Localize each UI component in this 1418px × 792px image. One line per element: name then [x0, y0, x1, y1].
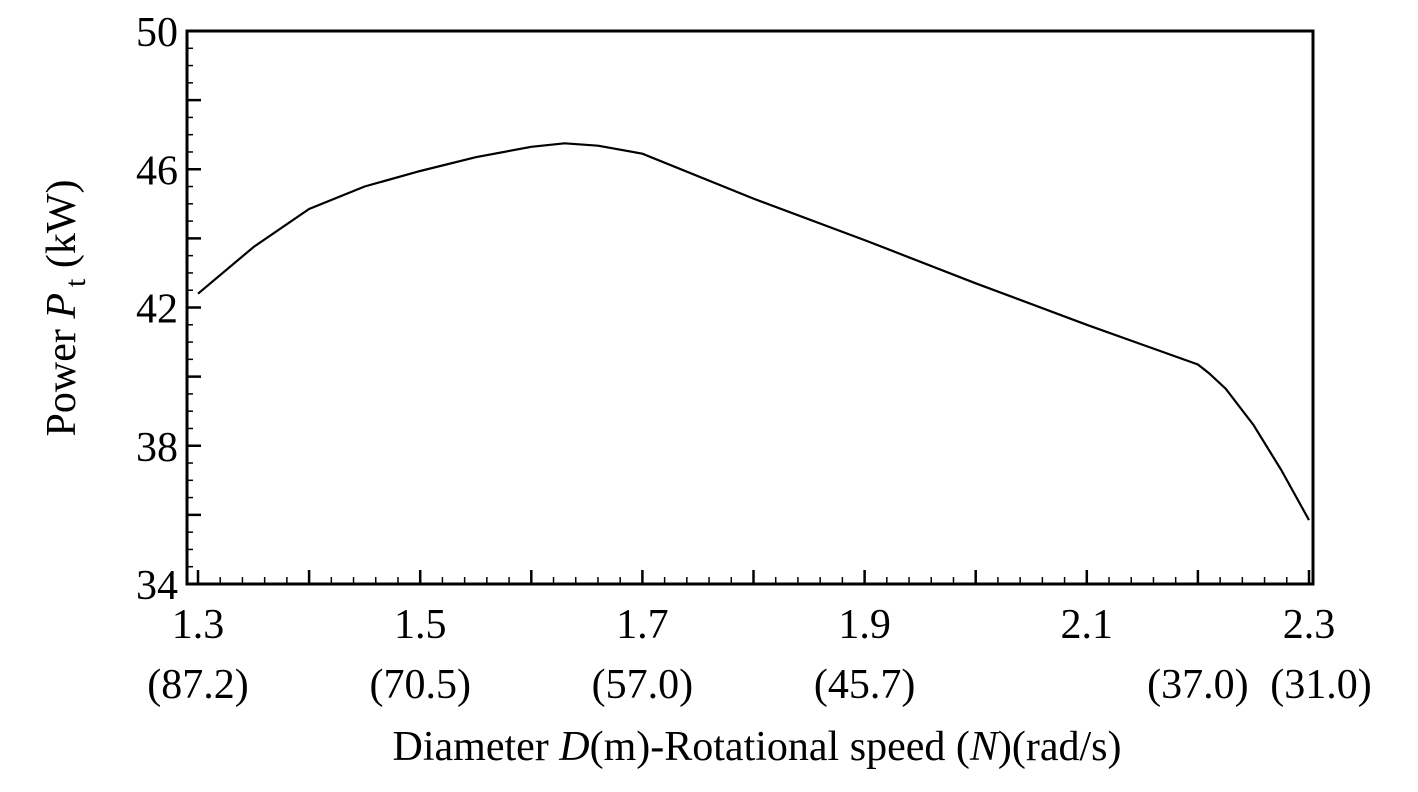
- y-tick-labels: 34 38 42 46 50: [136, 10, 178, 609]
- power-series-line: [197, 142, 1310, 521]
- x-secondary-label: (57.0): [592, 662, 693, 708]
- y-tick-label: 34: [136, 563, 178, 609]
- x-tick-label: 1.9: [838, 602, 891, 648]
- x-tick-label: 2.3: [1283, 602, 1336, 648]
- x-secondary-label: (87.2): [147, 662, 248, 708]
- y-tick-label: 50: [136, 10, 178, 56]
- axis-ticks: [187, 29, 1311, 586]
- x-tick-label: 1.7: [616, 602, 669, 648]
- y-tick-label: 46: [136, 148, 178, 194]
- x-tick-label: 2.1: [1061, 602, 1114, 648]
- x-axis-title: Diameter D(m)-Rotational speed (N)(rad/s…: [393, 724, 1122, 770]
- x-tick-label: 1.5: [394, 602, 447, 648]
- plot-frame: [185, 29, 1315, 586]
- y-tick-label: 38: [136, 425, 178, 471]
- y-axis-title: Power Pt (kW): [39, 180, 92, 437]
- x-tick-labels: 1.3 1.5 1.7 1.9 2.1 2.3 (87.2) (70.5) (57.0) (45.…: [147, 602, 1371, 708]
- y-tick-label: 42: [136, 287, 178, 333]
- x-tick-label: 1.3: [172, 602, 225, 648]
- x-secondary-label: (37.0): [1147, 662, 1248, 708]
- x-secondary-label: (70.5): [369, 662, 470, 708]
- x-secondary-label: (31.0): [1270, 662, 1371, 708]
- x-secondary-label: (45.7): [814, 662, 915, 708]
